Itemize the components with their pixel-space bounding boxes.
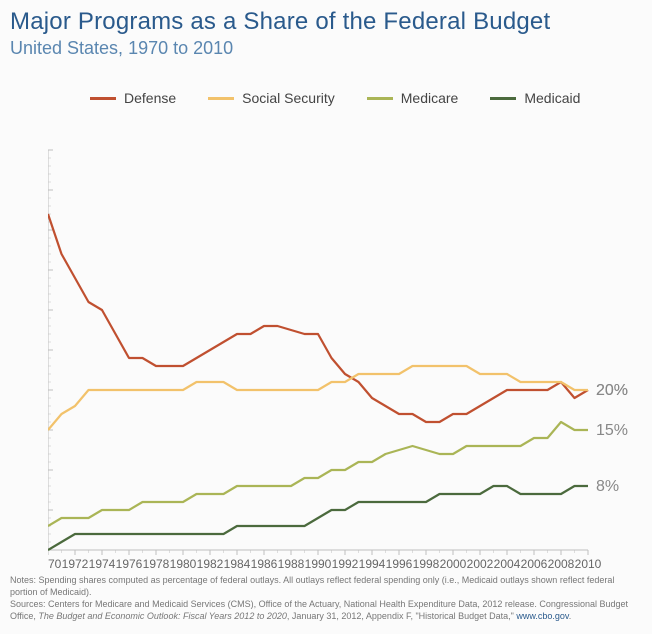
cbo-link[interactable]: www.cbo.gov <box>516 611 568 621</box>
legend: Defense Social Security Medicare Medicaid <box>90 90 580 106</box>
series-end-label: 15% <box>596 422 628 439</box>
legend-swatch <box>490 97 516 100</box>
x-tick-label: 2010 <box>575 557 602 571</box>
x-tick-label: 1974 <box>89 557 116 571</box>
x-tick-label: 1972 <box>62 557 89 571</box>
x-tick-label: 1970 <box>48 557 62 571</box>
chart-container: Major Programs as a Share of the Federal… <box>0 0 652 634</box>
legend-item: Medicaid <box>490 90 580 106</box>
chart-subtitle: United States, 1970 to 2010 <box>10 38 233 59</box>
x-tick-label: 1982 <box>197 557 224 571</box>
x-tick-label: 1998 <box>413 557 440 571</box>
x-tick-label: 2002 <box>467 557 494 571</box>
footnotes: Notes: Spending shares computed as perce… <box>10 574 642 623</box>
chart-title: Major Programs as a Share of the Federal… <box>10 8 550 36</box>
x-tick-label: 1980 <box>170 557 197 571</box>
notes-end: . <box>569 611 572 621</box>
series-line <box>48 422 588 526</box>
legend-swatch <box>367 97 393 100</box>
series-end-label: 20% <box>596 382 628 399</box>
x-tick-label: 1992 <box>332 557 359 571</box>
x-tick-label: 1986 <box>251 557 278 571</box>
series-line <box>48 366 588 430</box>
legend-swatch <box>208 97 234 100</box>
legend-swatch <box>90 97 116 100</box>
x-tick-label: 1990 <box>305 557 332 571</box>
legend-item: Social Security <box>208 90 335 106</box>
x-tick-label: 1988 <box>278 557 305 571</box>
legend-label: Social Security <box>242 90 335 106</box>
x-tick-label: 1978 <box>143 557 170 571</box>
legend-label: Medicaid <box>524 90 580 106</box>
notes-italic: The Budget and Economic Outlook: Fiscal … <box>38 611 287 621</box>
line-chart: 0%5%10%15%20%25%30%35%40%45%50%197019721… <box>48 140 644 574</box>
notes-line-1: Notes: Spending shares computed as perce… <box>10 575 614 597</box>
legend-label: Defense <box>124 90 176 106</box>
x-tick-label: 1976 <box>116 557 143 571</box>
x-tick-label: 2004 <box>494 557 521 571</box>
notes-line-2b: , January 31, 2012, Appendix F, "Histori… <box>287 611 517 621</box>
legend-label: Medicare <box>401 90 459 106</box>
x-tick-label: 1984 <box>224 557 251 571</box>
x-tick-label: 2006 <box>521 557 548 571</box>
series-end-label: 8% <box>596 478 619 495</box>
x-tick-label: 1994 <box>359 557 386 571</box>
series-line <box>48 486 588 550</box>
legend-item: Medicare <box>367 90 459 106</box>
x-tick-label: 2008 <box>548 557 575 571</box>
x-tick-label: 2000 <box>440 557 467 571</box>
legend-item: Defense <box>90 90 176 106</box>
x-tick-label: 1996 <box>386 557 413 571</box>
